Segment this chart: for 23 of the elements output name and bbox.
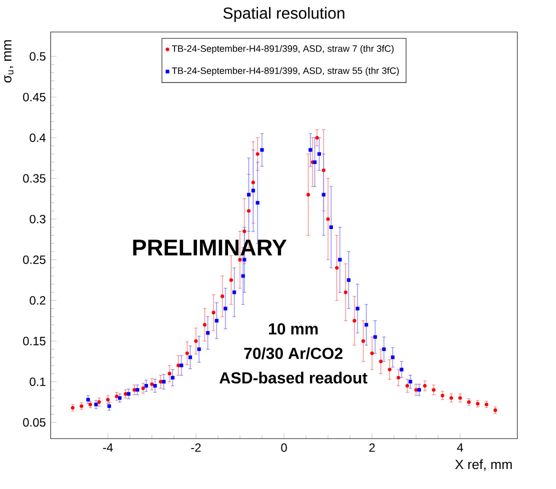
y-tick-label: 0.4 (30, 133, 46, 142)
x-tick-label: -4 (103, 443, 113, 452)
x-axis-title: X ref, mm (455, 459, 512, 471)
x-tick-label: -2 (191, 443, 201, 452)
y-tick-label: 0.15 (23, 336, 46, 346)
y-tick-label: 0.1 (30, 377, 46, 386)
y-tick-label: 0.2 (30, 296, 46, 304)
x-tick-label: 0 (281, 443, 287, 452)
x-tick-label: 2 (369, 443, 375, 452)
annotation: 70/30 Ar/CO2 (244, 347, 342, 360)
y-tick-label: 0.5 (30, 52, 46, 61)
y-tick-label: 0.05 (23, 418, 46, 426)
x-tick-label: 4 (457, 443, 464, 452)
legend-label: TB-24-September-H4-891/399, ASD, straw 55 (thr 3fC) (172, 66, 399, 76)
chart-title: Spatial resolution (223, 6, 344, 22)
y-tick-label: 0.3 (30, 214, 46, 224)
y-tick-label: 0.45 (23, 92, 46, 102)
y-tick-label: 0.35 (23, 174, 46, 183)
y-axis-title: σ$_{u}$, mm (4, 40, 14, 82)
annotation: 10 mm (268, 323, 318, 334)
y-tick-label: 0.25 (23, 255, 46, 264)
legend-label: TB-24-September-H4-891/399, ASD, straw 7 (thr 3fC) (172, 44, 394, 54)
annotation: ASD-based readout (220, 372, 368, 384)
